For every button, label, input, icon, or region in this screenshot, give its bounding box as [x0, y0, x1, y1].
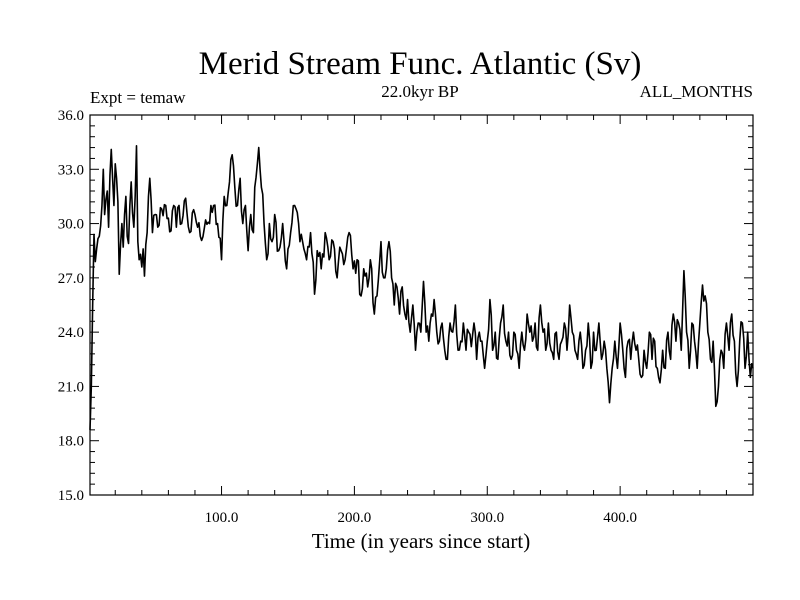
experiment-label: Expt = temaw: [90, 88, 186, 107]
plot-frame: [89, 114, 754, 496]
y-tick-label: 27.0: [58, 271, 84, 287]
y-tick-label: 36.0: [58, 108, 84, 124]
x-axis-label: Time (in years since start): [312, 529, 531, 553]
y-tick-label: 30.0: [58, 217, 84, 233]
chart-title: Merid Stream Func. Atlantic (Sv): [199, 46, 642, 82]
y-tick-label: 24.0: [58, 325, 84, 341]
x-tick-label: 100.0: [205, 510, 239, 526]
x-tick-label: 200.0: [338, 510, 372, 526]
months-label: ALL_MONTHS: [640, 82, 753, 101]
x-tick-label: 300.0: [470, 510, 504, 526]
y-tick-label: 33.0: [58, 162, 84, 178]
x-tick-label: 400.0: [603, 510, 637, 526]
series-group: [89, 144, 754, 430]
period-label: 22.0kyr BP: [381, 82, 458, 101]
y-tick-label: 21.0: [58, 379, 84, 395]
series-line: [89, 144, 754, 430]
y-tick-label: 18.0: [58, 434, 84, 450]
ticks-group: 15.0 18.0 21.0 24.0 27.0 30.0 33.0 36.0 100.0 200…: [58, 108, 753, 526]
y-tick-label: 15.0: [58, 488, 84, 504]
